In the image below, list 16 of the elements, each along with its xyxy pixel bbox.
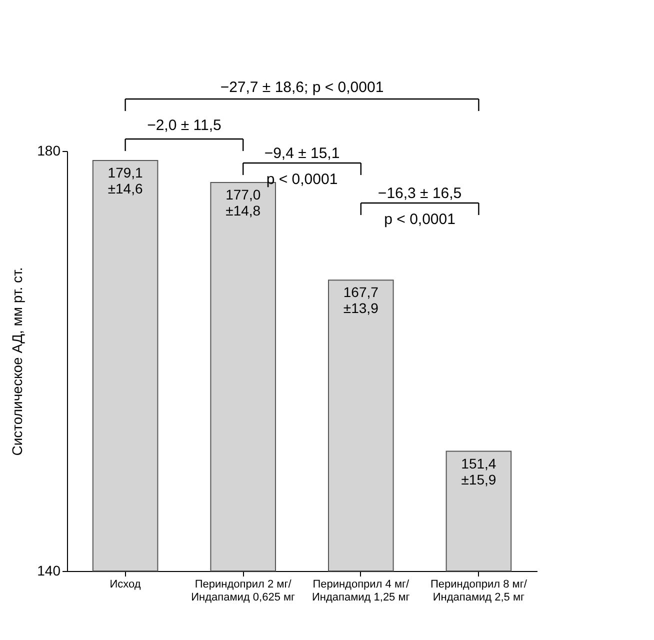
data-label: 179,1 ±14,6 xyxy=(108,164,144,196)
data-label: 151,4 ±15,9 xyxy=(461,455,496,488)
data-label: 167,7 ±13,9 xyxy=(343,284,379,316)
text: −2,0 ± 11,5 xyxy=(147,117,222,134)
data-label: 177,0 ±14,8 xyxy=(226,186,261,218)
text: −27,7 ± 18,6; p < 0,0001 xyxy=(220,79,384,96)
annotation: p < 0,0001 xyxy=(384,211,456,228)
y-tick-label: 180 xyxy=(37,142,61,158)
annotation: −9,4 ± 15,1 xyxy=(264,145,340,162)
x-tick-label: Периндоприл 8 мг/ Индапамид 2,5 мг xyxy=(430,578,528,604)
y-axis-title: Систолическое АД, мм рт. ст. xyxy=(9,267,26,456)
y-tick-label: 140 xyxy=(37,562,61,578)
x-tick-label: Периндоприл 2 мг/ Индапамид 0,625 мг xyxy=(191,578,296,604)
x-tick-label: Исход xyxy=(110,578,142,590)
x-tick-label: Периндоприл 4 мг/ Индапамид 1,25 мг xyxy=(312,578,410,604)
annotation: −16,3 ± 16,5 xyxy=(378,185,462,202)
